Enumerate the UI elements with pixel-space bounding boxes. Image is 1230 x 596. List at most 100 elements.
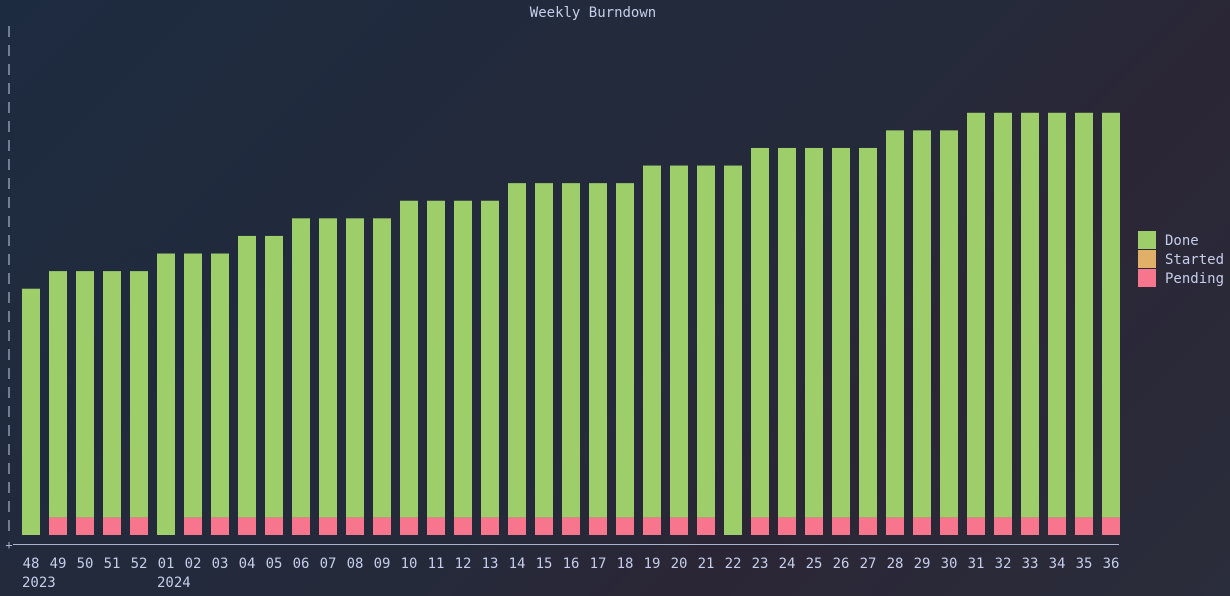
legend-label-pending: Pending (1165, 271, 1224, 287)
bar-pending-28 (886, 517, 904, 535)
bar-pending-03 (211, 517, 229, 535)
bar-pending-17 (589, 517, 607, 535)
bar-pending-14 (508, 517, 526, 535)
year-labels: 2023 2024 (22, 575, 191, 591)
bar-pending-51 (103, 517, 121, 535)
legend-label-done: Done (1165, 233, 1199, 249)
bar-done-15 (535, 183, 553, 518)
bar-done-21 (697, 165, 715, 518)
x-tick-label: 18 (617, 556, 634, 572)
bar-done-02 (184, 253, 202, 518)
bar-done-28 (886, 130, 904, 518)
bar-done-10 (400, 200, 418, 518)
bar-pending-20 (670, 517, 688, 535)
x-tick-label: 25 (806, 556, 823, 572)
x-tick-label: 15 (536, 556, 553, 572)
bar-pending-25 (805, 517, 823, 535)
bar-pending-23 (751, 517, 769, 535)
bar-pending-30 (940, 517, 958, 535)
bar-done-36 (1102, 112, 1120, 518)
bar-pending-33 (1021, 517, 1039, 535)
bar-done-52 (130, 271, 148, 518)
bar-done-26 (832, 147, 850, 518)
x-tick-label: 23 (752, 556, 769, 572)
bar-pending-27 (859, 517, 877, 535)
bar-done-25 (805, 147, 823, 518)
bar-done-18 (616, 183, 634, 518)
bar-pending-35 (1075, 517, 1093, 535)
x-tick-label: 21 (698, 556, 715, 572)
bar-done-12 (454, 200, 472, 518)
legend-swatch-done (1138, 231, 1156, 249)
x-tick-label: 29 (914, 556, 931, 572)
bar-done-33 (1021, 112, 1039, 518)
x-tick-label: 30 (941, 556, 958, 572)
bar-done-13 (481, 200, 499, 518)
x-tick-label: 33 (1022, 556, 1039, 572)
axis-origin-marker: + (5, 538, 12, 552)
x-tick-label: 02 (185, 556, 202, 572)
x-tick-label: 52 (131, 556, 148, 572)
bar-done-14 (508, 183, 526, 518)
legend-swatch-pending (1138, 269, 1156, 287)
x-tick-label: 19 (644, 556, 661, 572)
bars (22, 112, 1120, 536)
x-tick-label: 20 (671, 556, 688, 572)
bar-done-19 (643, 165, 661, 518)
bar-done-48 (22, 288, 40, 535)
bar-pending-29 (913, 517, 931, 535)
bar-pending-34 (1048, 517, 1066, 535)
x-tick-label: 04 (239, 556, 256, 572)
x-tick-label: 14 (509, 556, 526, 572)
bar-pending-50 (76, 517, 94, 535)
bar-pending-31 (967, 517, 985, 535)
bar-pending-15 (535, 517, 553, 535)
bar-pending-04 (238, 517, 256, 535)
bar-done-01 (157, 253, 175, 535)
bar-done-51 (103, 271, 121, 518)
bar-done-11 (427, 200, 445, 518)
bar-pending-09 (373, 517, 391, 535)
bar-pending-11 (427, 517, 445, 535)
bar-done-09 (373, 218, 391, 518)
x-tick-label: 34 (1049, 556, 1066, 572)
bar-done-23 (751, 147, 769, 518)
x-tick-label: 12 (455, 556, 472, 572)
x-tick-label: 11 (428, 556, 445, 572)
x-tick-label: 35 (1076, 556, 1093, 572)
bar-done-34 (1048, 112, 1066, 518)
bar-done-24 (778, 147, 796, 518)
legend-label-started: Started (1165, 252, 1224, 268)
bar-pending-12 (454, 517, 472, 535)
x-axis: + (5, 538, 1119, 552)
x-tick-label: 36 (1103, 556, 1120, 572)
x-tick-label: 51 (104, 556, 121, 572)
x-tick-label: 50 (77, 556, 94, 572)
x-tick-label: 32 (995, 556, 1012, 572)
bar-done-17 (589, 183, 607, 518)
x-tick-label: 05 (266, 556, 283, 572)
bar-pending-24 (778, 517, 796, 535)
bar-done-27 (859, 147, 877, 518)
x-tick-label: 26 (833, 556, 850, 572)
x-tick-label: 06 (293, 556, 310, 572)
bar-pending-18 (616, 517, 634, 535)
bar-done-03 (211, 253, 229, 518)
bar-done-29 (913, 130, 931, 518)
bar-done-22 (724, 165, 742, 536)
x-tick-label: 48 (23, 556, 40, 572)
bar-done-20 (670, 165, 688, 518)
x-tick-label: 27 (860, 556, 877, 572)
x-tick-label: 13 (482, 556, 499, 572)
bar-done-06 (292, 218, 310, 518)
bar-pending-49 (49, 517, 67, 535)
legend-swatch-started (1138, 250, 1156, 268)
bar-pending-05 (265, 517, 283, 535)
x-tick-label: 49 (50, 556, 67, 572)
bar-pending-06 (292, 517, 310, 535)
bar-done-04 (238, 235, 256, 518)
bar-done-49 (49, 271, 67, 518)
chart-title: Weekly Burndown (530, 5, 656, 21)
bar-pending-08 (346, 517, 364, 535)
